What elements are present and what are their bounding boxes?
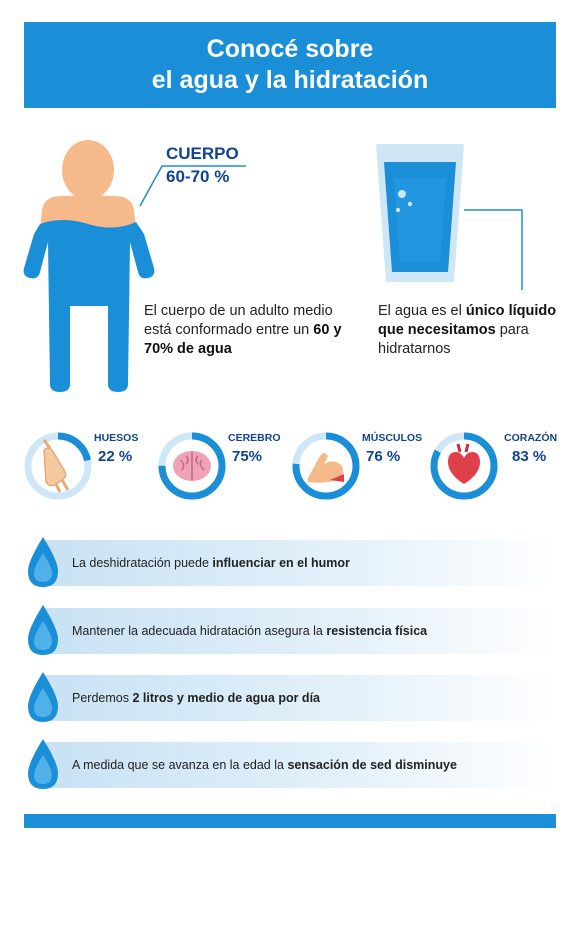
fact-item: La deshidratación puede influenciar en e… (24, 535, 556, 587)
title-line-1: Conocé sobre (206, 35, 374, 63)
body-description: El cuerpo de un adulto medio está confor… (144, 303, 342, 357)
organ-name-bones: HUESOS (94, 432, 139, 444)
heart-icon (448, 443, 480, 484)
organ-name-heart: CORAZÓN (504, 432, 558, 444)
fact-text: Mantener la adecuada hidratación asegura… (72, 624, 428, 638)
organ-percent-heart: 83 % (512, 448, 547, 465)
water-drop-icon (28, 672, 58, 722)
water-drop-icon (28, 605, 58, 655)
bones-icon (42, 439, 70, 493)
organ-bones: HUESOS 22 % (22, 430, 142, 504)
fact-item: A medida que se avanza en la edad la sen… (24, 737, 556, 789)
water-glass-icon (376, 144, 464, 282)
footer-bar (24, 814, 556, 828)
body-percent: 60-70 % (166, 167, 230, 186)
title-line-2: el agua y la hidratación (151, 66, 429, 94)
water-drop-icon (28, 537, 58, 587)
muscle-icon (308, 453, 344, 483)
water-pointer-line (464, 209, 523, 290)
body-pointer-line (139, 165, 246, 207)
fact-item: Mantener la adecuada hidratación asegura… (24, 603, 556, 655)
fact-item: Perdemos 2 litros y medio de agua por dí… (24, 670, 556, 722)
fact-text: Perdemos 2 litros y medio de agua por dí… (72, 691, 320, 705)
organ-brain: CEREBRO 75% (156, 430, 281, 504)
organ-name-brain: CEREBRO (228, 432, 281, 444)
organ-percent-bones: 22 % (98, 448, 133, 465)
water-drop-icon (28, 739, 58, 789)
header-banner: Conocé sobre el agua y la hidratación (24, 22, 556, 108)
organ-name-muscles: MÚSCULOS (362, 432, 423, 444)
fact-text: La deshidratación puede influenciar en e… (72, 556, 350, 570)
organ-muscles: MÚSCULOS 76 % (290, 430, 424, 504)
organ-percent-muscles: 76 % (366, 448, 401, 465)
fact-text: A medida que se avanza en la edad la sen… (72, 758, 457, 772)
organ-heart: CORAZÓN 83 % (428, 430, 560, 504)
body-label: CUERPO (166, 144, 239, 163)
water-description: El agua es el único líquido que necesita… (378, 303, 557, 357)
organ-percent-brain: 75% (232, 448, 263, 465)
human-body-icon (23, 140, 155, 392)
brain-icon (173, 451, 211, 481)
